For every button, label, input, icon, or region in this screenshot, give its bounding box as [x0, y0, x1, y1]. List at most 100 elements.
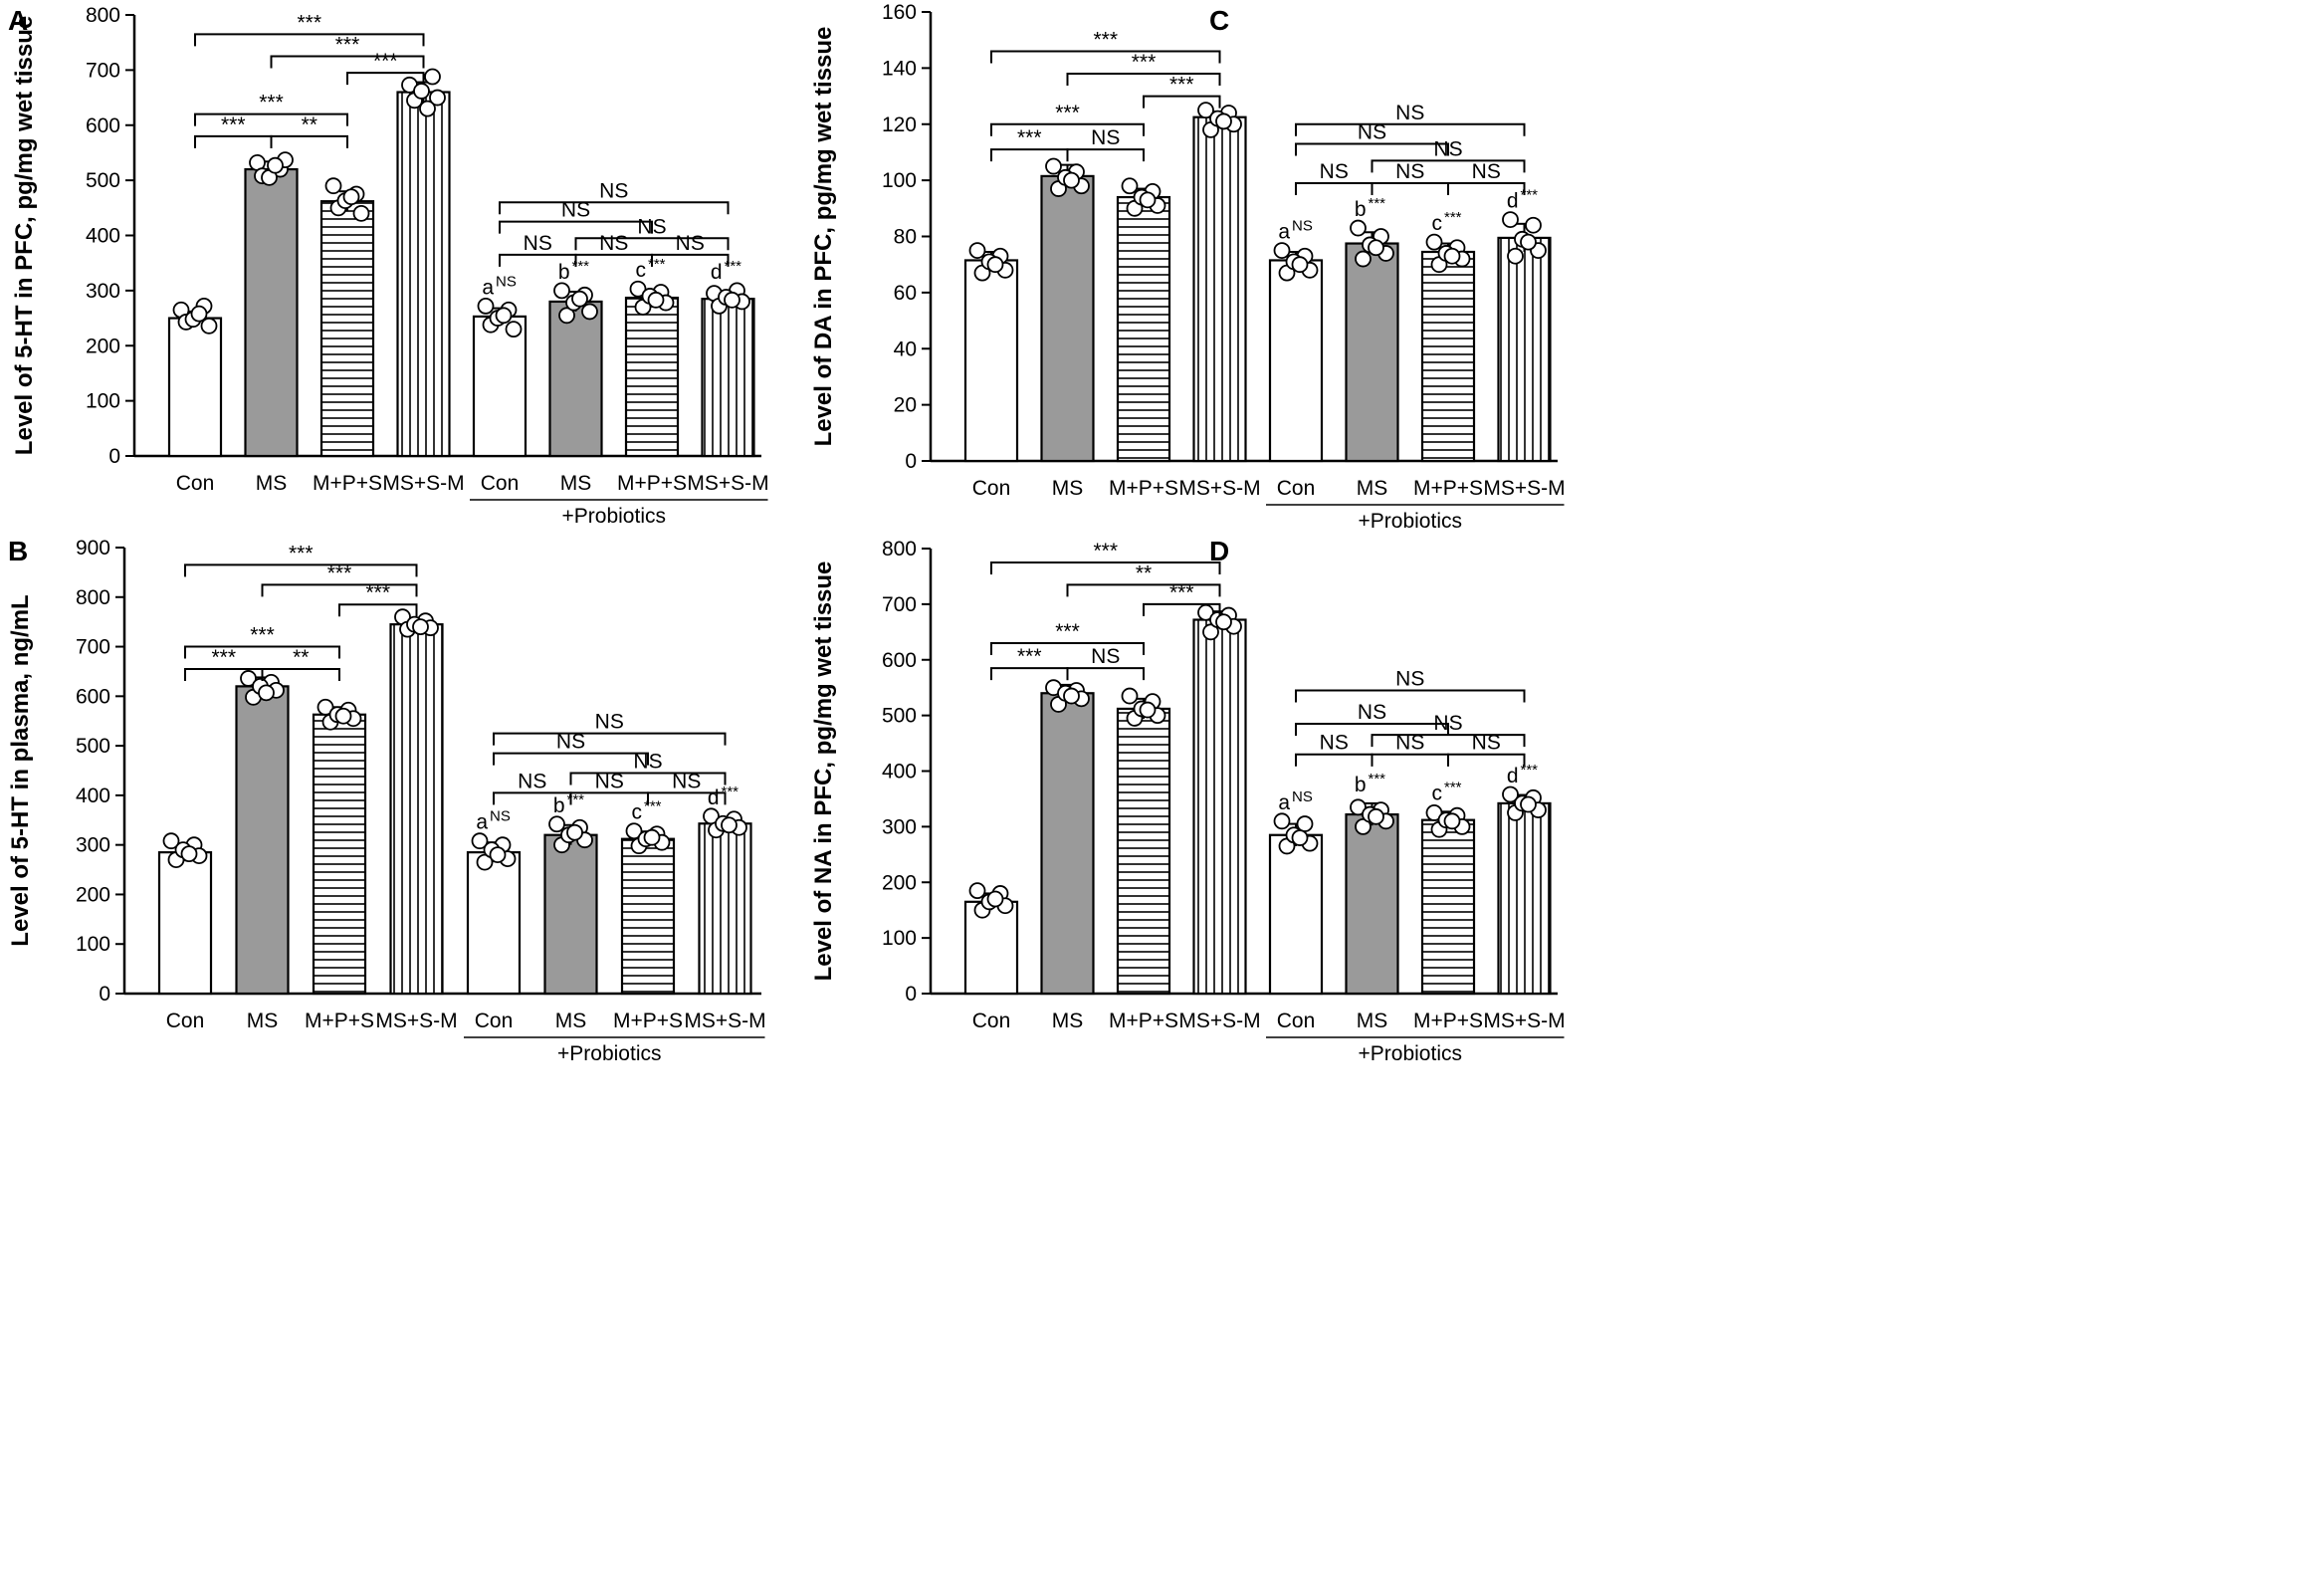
data-point [721, 816, 738, 834]
significance-superscript: *** [722, 784, 739, 800]
panel-b: B 0 100 200 300 400 500 600 700 800 900 Level of 5-… [7, 536, 766, 1065]
data-point [413, 83, 430, 100]
bar [963, 900, 1019, 996]
data-point [505, 321, 523, 338]
bar [543, 833, 598, 996]
significance-label: NS [1320, 732, 1349, 755]
significance-letter: c [1432, 212, 1443, 235]
bar [1040, 692, 1095, 996]
y-axis-label: Level of 5-HT in PFC, pg/mg wet tissue [11, 16, 38, 455]
y-tick-label: 0 [905, 450, 917, 473]
y-axis-label: Level of DA in PFC, pg/mg wet tissue [810, 27, 837, 447]
significance-superscript: NS [490, 808, 511, 825]
significance-label: NS [676, 232, 705, 255]
y-axis-label: Level of NA in PFC, pg/mg wet tissue [810, 561, 837, 982]
x-tick-label: MS [1052, 1010, 1084, 1032]
data-point [1045, 157, 1062, 175]
significance-label: NS [1395, 102, 1424, 124]
y-tick-label: 500 [76, 735, 110, 758]
x-tick-label: MS+S-M [1178, 477, 1260, 500]
significance-label: *** [1093, 28, 1118, 51]
data-point [986, 890, 1004, 908]
x-tick-label: M+P+S [1109, 477, 1178, 500]
bar [620, 837, 676, 996]
data-point [1197, 102, 1214, 119]
data-point [1425, 233, 1443, 251]
data-point [1291, 829, 1309, 846]
significance-bracket [1447, 753, 1526, 767]
y-axis-label: Level of 5-HT in plasma, ng/mL [7, 594, 34, 946]
significance-bracket [1371, 181, 1449, 195]
significance-superscript: *** [648, 256, 666, 273]
significance-bracket [990, 561, 1221, 574]
data-point [1063, 171, 1080, 189]
data-point [489, 846, 507, 864]
significance-superscript: *** [1521, 187, 1539, 204]
significance-bracket [574, 237, 730, 251]
y-tick-label: 700 [86, 59, 120, 82]
data-point [424, 68, 441, 86]
significance-bracket [1447, 181, 1526, 195]
significance-superscript: *** [1369, 771, 1386, 787]
significance-bracket [1295, 753, 1373, 767]
significance-label: ** [1136, 561, 1152, 584]
y-tick-label: 0 [905, 983, 917, 1006]
significance-label: *** [327, 561, 352, 584]
bar [1345, 812, 1399, 996]
bar [167, 317, 223, 458]
y-tick-label: 800 [76, 586, 110, 609]
y-tick-label: 100 [882, 927, 917, 950]
data-point [180, 845, 198, 863]
y-tick-label: 600 [86, 114, 120, 137]
data-point [1215, 112, 1232, 130]
significance-label: *** [221, 113, 246, 136]
x-tick-label: Con [481, 472, 520, 495]
data-point [334, 707, 352, 725]
bar [1420, 818, 1476, 996]
data-point [200, 317, 218, 335]
significance-bracket [990, 122, 1145, 136]
significance-letter: d [708, 786, 720, 809]
y-tick-label: 200 [882, 871, 917, 894]
significance-label: NS [595, 770, 624, 792]
x-tick-label: MS [256, 472, 288, 495]
x-tick-label: M+P+S [313, 472, 382, 495]
significance-bracket [184, 645, 340, 659]
significance-superscript: *** [1444, 209, 1462, 226]
data-point [342, 188, 360, 206]
y-tick-label: 600 [882, 649, 917, 672]
significance-letter: b [553, 794, 565, 817]
significance-letter: d [711, 261, 723, 284]
significance-label: NS [561, 199, 590, 222]
bar [624, 296, 680, 458]
significance-label: *** [1055, 102, 1080, 124]
x-tick-label: M+P+S [305, 1010, 374, 1032]
y-tick-label: 100 [86, 390, 120, 413]
y-tick-label: 80 [894, 226, 917, 249]
data-point [968, 882, 986, 900]
significance-bracket [1295, 723, 1449, 737]
data-point [1121, 177, 1139, 195]
bar [548, 300, 603, 458]
significance-label: *** [1017, 645, 1042, 668]
significance-bracket [1295, 689, 1526, 703]
y-tick-label: 300 [76, 834, 110, 857]
bar [963, 259, 1019, 463]
data-point [352, 204, 370, 222]
significance-bracket [493, 732, 727, 746]
data-point [495, 307, 513, 325]
data-point [240, 670, 257, 687]
significance-bracket [990, 667, 1069, 681]
data-point [1350, 219, 1367, 237]
significance-label: NS [556, 731, 585, 754]
x-tick-label: MS+S-M [1178, 1010, 1260, 1032]
significance-label: NS [672, 770, 701, 792]
significance-bracket [1066, 73, 1221, 87]
y-tick-label: 300 [882, 815, 917, 838]
data-point [1520, 233, 1537, 251]
bar [698, 822, 752, 996]
significance-bracket [270, 55, 425, 69]
significance-label: *** [335, 34, 360, 57]
significance-bracket [499, 201, 730, 215]
